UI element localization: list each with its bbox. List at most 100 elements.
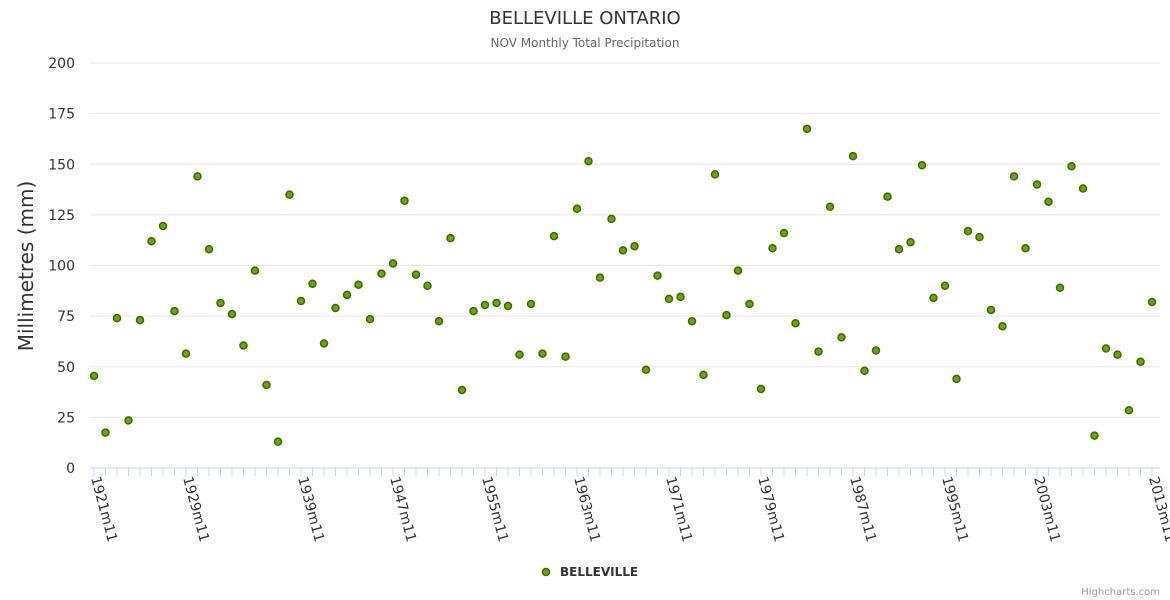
data-point[interactable] xyxy=(963,226,973,236)
data-point[interactable] xyxy=(1032,180,1042,189)
data-point[interactable] xyxy=(181,349,191,358)
data-point[interactable] xyxy=(365,314,375,324)
y-tick-label: 125 xyxy=(48,208,75,224)
data-point[interactable] xyxy=(147,236,156,246)
data-point[interactable] xyxy=(986,305,996,315)
data-point[interactable] xyxy=(89,371,99,381)
data-point[interactable] xyxy=(894,245,904,254)
y-tick-label: 50 xyxy=(57,360,75,376)
data-point[interactable] xyxy=(837,333,846,342)
data-point[interactable] xyxy=(135,315,145,325)
data-point[interactable] xyxy=(929,293,938,303)
data-point[interactable] xyxy=(492,298,501,308)
data-point[interactable] xyxy=(239,341,248,350)
series-belleville[interactable] xyxy=(89,124,1157,446)
data-point[interactable] xyxy=(262,380,271,390)
data-point[interactable] xyxy=(630,242,639,251)
data-point[interactable] xyxy=(618,246,628,255)
data-point[interactable] xyxy=(768,244,777,253)
data-point[interactable] xyxy=(204,245,214,254)
data-point[interactable] xyxy=(538,349,547,358)
data-point[interactable] xyxy=(446,233,455,243)
data-point[interactable] xyxy=(515,350,524,359)
data-point[interactable] xyxy=(319,339,329,348)
data-point[interactable] xyxy=(664,294,674,304)
data-point[interactable] xyxy=(1147,297,1157,307)
data-point[interactable] xyxy=(1136,357,1145,366)
data-point[interactable] xyxy=(561,352,570,361)
data-point[interactable] xyxy=(825,202,835,212)
data-point[interactable] xyxy=(745,299,754,309)
data-point[interactable] xyxy=(1090,431,1099,440)
data-point[interactable] xyxy=(917,161,927,170)
data-point[interactable] xyxy=(607,214,616,224)
data-point[interactable] xyxy=(273,437,283,446)
data-point[interactable] xyxy=(469,306,478,316)
data-point[interactable] xyxy=(377,269,386,278)
data-point[interactable] xyxy=(952,374,961,384)
data-point[interactable] xyxy=(722,310,731,320)
data-point[interactable] xyxy=(733,266,743,275)
data-point[interactable] xyxy=(216,298,225,308)
data-point[interactable] xyxy=(791,318,800,328)
data-point[interactable] xyxy=(1124,406,1134,415)
data-point[interactable] xyxy=(285,190,294,199)
data-point[interactable] xyxy=(572,204,582,214)
data-point[interactable] xyxy=(388,259,398,268)
data-point[interactable] xyxy=(158,221,168,231)
data-point[interactable] xyxy=(998,322,1007,331)
data-point[interactable] xyxy=(814,347,823,356)
data-point[interactable] xyxy=(101,428,110,437)
data-point[interactable] xyxy=(124,416,133,425)
legend[interactable]: BELLEVILLE xyxy=(541,565,639,579)
data-point[interactable] xyxy=(595,273,605,282)
data-point[interactable] xyxy=(848,151,858,161)
credits-link[interactable]: Highcharts.com xyxy=(1081,587,1160,598)
data-point[interactable] xyxy=(503,301,513,311)
data-point[interactable] xyxy=(308,279,317,288)
data-point[interactable] xyxy=(457,385,467,395)
data-point[interactable] xyxy=(940,281,950,290)
data-point[interactable] xyxy=(584,156,593,166)
chart-subtitle: NOV Monthly Total Precipitation xyxy=(491,36,680,50)
data-point[interactable] xyxy=(802,124,812,134)
data-point[interactable] xyxy=(250,266,260,275)
data-point[interactable] xyxy=(227,309,237,319)
legend-item-belleville[interactable]: BELLEVILLE xyxy=(560,565,638,579)
data-point[interactable] xyxy=(526,299,536,309)
data-point[interactable] xyxy=(676,292,685,302)
data-point[interactable] xyxy=(549,231,559,241)
data-point[interactable] xyxy=(423,281,432,290)
data-point[interactable] xyxy=(860,366,869,376)
data-point[interactable] xyxy=(871,346,881,355)
data-point[interactable] xyxy=(434,316,444,326)
data-point[interactable] xyxy=(1044,197,1053,206)
data-point[interactable] xyxy=(641,365,651,375)
data-point[interactable] xyxy=(687,316,697,326)
data-point[interactable] xyxy=(1009,172,1019,181)
data-point[interactable] xyxy=(411,270,421,279)
data-point[interactable] xyxy=(1055,283,1065,293)
data-point[interactable] xyxy=(1101,344,1111,353)
data-point[interactable] xyxy=(480,300,490,310)
data-point[interactable] xyxy=(1067,162,1076,171)
data-point[interactable] xyxy=(342,290,352,300)
data-point[interactable] xyxy=(975,232,984,242)
data-point[interactable] xyxy=(193,172,202,181)
data-point[interactable] xyxy=(779,228,789,238)
data-point[interactable] xyxy=(1078,184,1088,193)
data-point[interactable] xyxy=(331,303,340,313)
data-point[interactable] xyxy=(1021,244,1030,253)
data-point[interactable] xyxy=(710,170,720,179)
data-point[interactable] xyxy=(906,237,915,247)
data-point[interactable] xyxy=(653,271,662,280)
data-point[interactable] xyxy=(296,296,306,306)
data-point[interactable] xyxy=(400,196,409,205)
data-point[interactable] xyxy=(170,306,179,316)
data-point[interactable] xyxy=(756,384,766,394)
data-point[interactable] xyxy=(354,280,363,289)
data-point[interactable] xyxy=(1113,350,1122,359)
data-point[interactable] xyxy=(699,370,708,380)
data-point[interactable] xyxy=(883,192,892,201)
data-point[interactable] xyxy=(112,313,122,323)
